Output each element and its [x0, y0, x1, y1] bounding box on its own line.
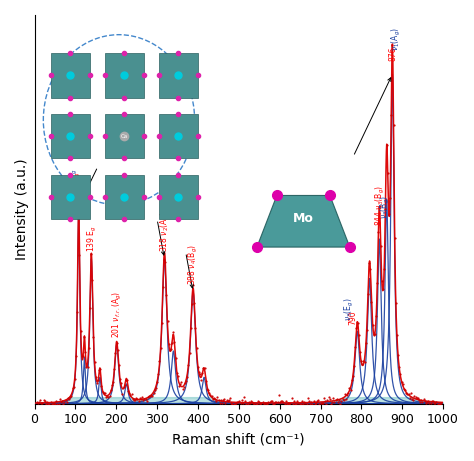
Text: 318 $\nu_2$(A$_g$): 318 $\nu_2$(A$_g$)	[159, 211, 172, 252]
Bar	[51, 114, 90, 159]
Text: $\nu_1$(A$_g$): $\nu_1$(A$_g$)	[390, 27, 403, 51]
Bar	[159, 53, 198, 98]
Text: 139 E$_g$: 139 E$_g$	[86, 225, 99, 252]
Text: 790: 790	[348, 310, 357, 325]
Text: 201 $\nu_{f.r.}$(A$_g$): 201 $\nu_{f.r.}$(A$_g$)	[111, 290, 124, 338]
Bar	[159, 175, 198, 219]
Text: Mo: Mo	[293, 212, 314, 225]
Bar	[105, 175, 144, 219]
Bar	[51, 53, 90, 98]
Text: 844 $\nu_3$(B$_g$): 844 $\nu_3$(B$_g$)	[374, 185, 387, 226]
Bar	[159, 114, 198, 159]
Polygon shape	[257, 195, 350, 247]
Y-axis label: Intensity (a.u.): Intensity (a.u.)	[15, 159, 29, 260]
Text: 108 B$_g$: 108 B$_g$	[66, 169, 80, 196]
Bar	[51, 175, 90, 219]
X-axis label: Raman shift (cm⁻¹): Raman shift (cm⁻¹)	[173, 432, 305, 446]
Bar	[105, 114, 144, 159]
Text: Ca: Ca	[121, 134, 128, 139]
Text: $\nu_3$(B$_g$): $\nu_3$(B$_g$)	[379, 195, 392, 219]
Bar	[105, 53, 144, 98]
Text: $\nu_3$(E$_g$): $\nu_3$(E$_g$)	[343, 298, 356, 321]
Text: 108 B$_g$: 108 B$_g$	[70, 172, 83, 200]
Text: 388 $\nu_4$(B$_g$): 388 $\nu_4$(B$_g$)	[187, 244, 201, 285]
Text: 876: 876	[389, 47, 398, 61]
